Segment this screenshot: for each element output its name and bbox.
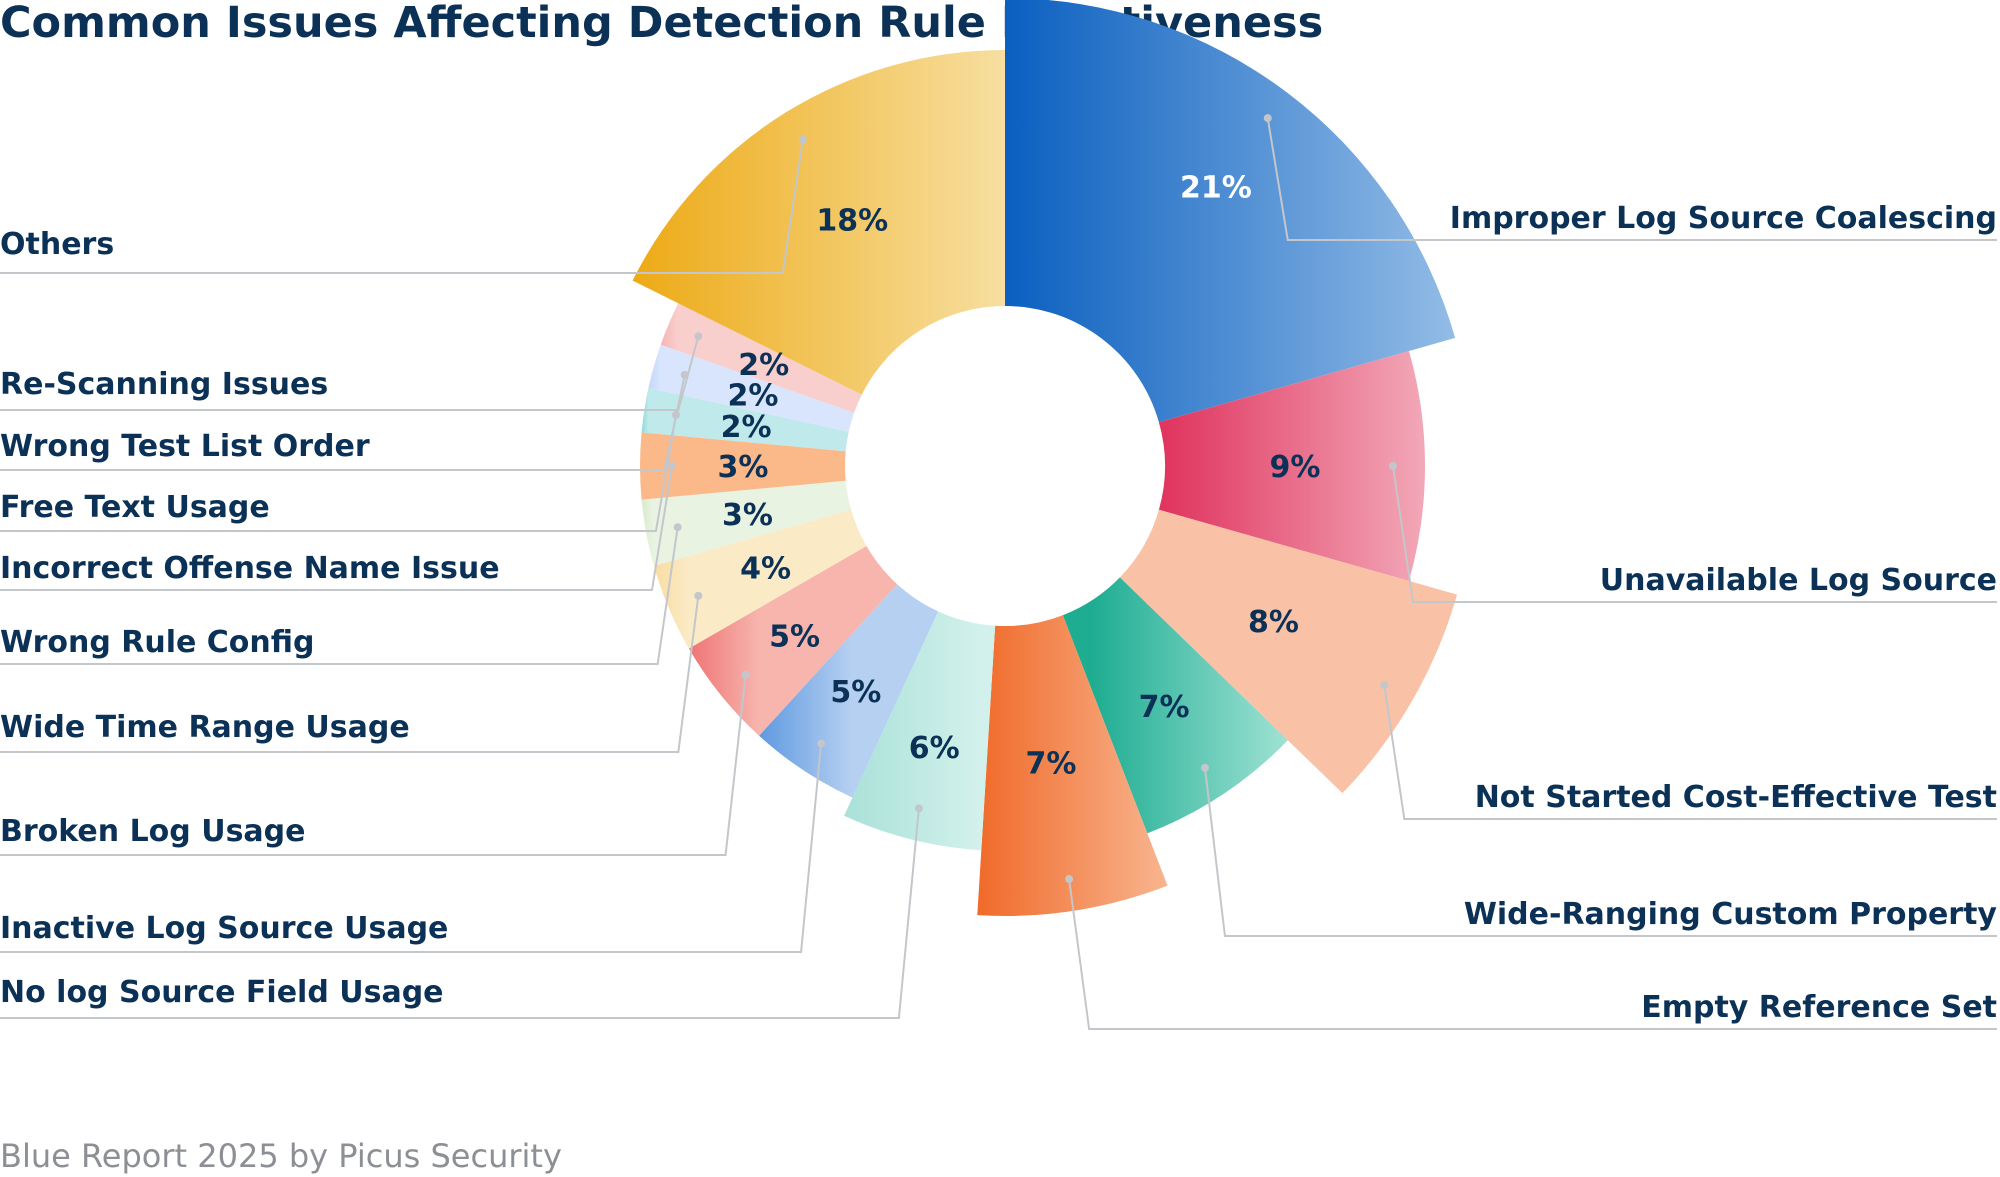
leader-dot-not-started-cost-effective-test	[1380, 681, 1389, 689]
value-label-inactive-log-source-usage: 5%	[830, 675, 881, 710]
value-label-wide-ranging-custom-property: 7%	[1139, 690, 1190, 725]
leader-dot-wrong-rule-config	[673, 523, 682, 532]
leader-line-no-log-source-field-usage	[0, 808, 920, 1019]
slice-others	[632, 50, 1005, 395]
value-label-unavailable-log-source: 9%	[1270, 450, 1321, 485]
slice-wrong-rule-config	[641, 480, 852, 566]
category-label-wrong-test-list-order: Wrong Test List Order	[0, 429, 370, 464]
slice-empty-reference-set	[977, 615, 1168, 917]
leader-dot-empty-reference-set	[1065, 875, 1074, 884]
leader-line-free-text-usage	[0, 414, 677, 532]
leader-dot-no-log-source-field-usage	[914, 804, 923, 813]
leader-line-others	[0, 139, 804, 274]
leader-lines	[0, 114, 1997, 1030]
leader-line-wrong-rule-config	[0, 527, 679, 665]
value-label-wrong-rule-config: 3%	[722, 498, 773, 533]
category-label-free-text-usage: Free Text Usage	[0, 490, 270, 525]
slice-inactive-log-source-usage	[759, 584, 939, 798]
leader-dot-unavailable-log-source	[1389, 462, 1397, 470]
leader-line-wide-ranging-custom-property	[1203, 767, 1997, 937]
slice-wide-ranging-custom-property	[1062, 577, 1288, 834]
leader-dot-inactive-log-source-usage	[817, 739, 826, 748]
slice-not-started-cost-effective-test	[1119, 509, 1458, 794]
category-label-re-scanning-issues: Re-Scanning Issues	[0, 367, 328, 402]
leader-line-incorrect-offense-name-issue	[0, 465, 673, 591]
leader-line-inactive-log-source-usage	[0, 743, 823, 953]
category-label-no-log-source-field-usage: No log Source Field Usage	[0, 975, 444, 1010]
value-label-improper-log-source-coalescing: 21%	[1180, 171, 1252, 206]
category-label-improper-log-source-coalescing: Improper Log Source Coalescing	[1450, 201, 1997, 236]
value-label-broken-log-usage: 5%	[769, 619, 820, 654]
category-label-broken-log-usage: Broken Log Usage	[0, 814, 306, 849]
value-label-incorrect-offense-name-issue: 3%	[718, 450, 769, 485]
leader-line-unavailable-log-source	[1392, 465, 1997, 603]
leader-line-re-scanning-issues	[0, 335, 700, 411]
pie-slices	[632, 0, 1458, 917]
slice-wrong-test-list-order	[648, 344, 855, 432]
leader-line-not-started-cost-effective-test	[1383, 684, 1997, 820]
category-label-others: Others	[0, 227, 114, 262]
value-label-wrong-test-list-order: 2%	[728, 378, 779, 413]
chart-source: Blue Report 2025 by Picus Security	[0, 1137, 562, 1175]
category-labels: Improper Log Source Coalescing Unavailabl…	[0, 201, 1997, 1025]
category-label-empty-reference-set: Empty Reference Set	[1641, 990, 1997, 1025]
category-label-unavailable-log-source: Unavailable Log Source	[1600, 563, 1997, 598]
value-label-not-started-cost-effective-test: 8%	[1248, 605, 1299, 640]
slice-broken-log-usage	[688, 546, 898, 736]
category-label-wide-ranging-custom-property: Wide-Ranging Custom Property	[1464, 897, 1998, 932]
leader-dot-incorrect-offense-name-issue	[668, 462, 676, 470]
slice-re-scanning-issues	[660, 303, 862, 413]
slice-incorrect-offense-name-issue	[639, 432, 846, 500]
leader-line-broken-log-usage	[0, 674, 747, 856]
leader-line-wide-time-range-usage	[0, 595, 700, 753]
category-label-incorrect-offense-name-issue: Incorrect Offense Name Issue	[0, 551, 500, 586]
slice-wide-time-range-usage	[653, 509, 867, 649]
slice-no-log-source-field-usage	[844, 611, 996, 851]
category-label-wide-time-range-usage: Wide Time Range Usage	[0, 710, 410, 745]
leader-line-empty-reference-set	[1068, 878, 1997, 1030]
percentage-labels: 21%9%8%7%7%6%5%5%4%3%3%2%2%2%18%	[718, 171, 1321, 782]
value-label-re-scanning-issues: 2%	[738, 348, 789, 383]
category-label-wrong-rule-config: Wrong Rule Config	[0, 625, 314, 660]
leader-dot-wide-ranging-custom-property	[1200, 763, 1209, 772]
leader-dot-re-scanning-issues	[694, 332, 703, 341]
slice-improper-log-source-coalescing	[1005, 0, 1456, 423]
category-label-not-started-cost-effective-test: Not Started Cost-Effective Test	[1475, 780, 1997, 815]
leader-line-wrong-test-list-order	[0, 374, 686, 471]
slice-unavailable-log-source	[1158, 351, 1425, 581]
value-label-free-text-usage: 2%	[721, 410, 772, 445]
value-label-others: 18%	[816, 203, 888, 238]
leader-line-improper-log-source-coalescing	[1266, 117, 1997, 241]
leader-dot-wide-time-range-usage	[694, 591, 703, 600]
value-label-no-log-source-field-usage: 6%	[909, 731, 960, 766]
leader-dot-improper-log-source-coalescing	[1263, 114, 1272, 123]
leader-dot-others	[798, 135, 807, 144]
category-label-inactive-log-source-usage: Inactive Log Source Usage	[0, 911, 448, 946]
value-label-empty-reference-set: 7%	[1026, 746, 1077, 781]
slice-free-text-usage	[641, 387, 849, 452]
leader-dot-broken-log-usage	[741, 670, 750, 679]
value-label-wide-time-range-usage: 4%	[740, 551, 791, 586]
